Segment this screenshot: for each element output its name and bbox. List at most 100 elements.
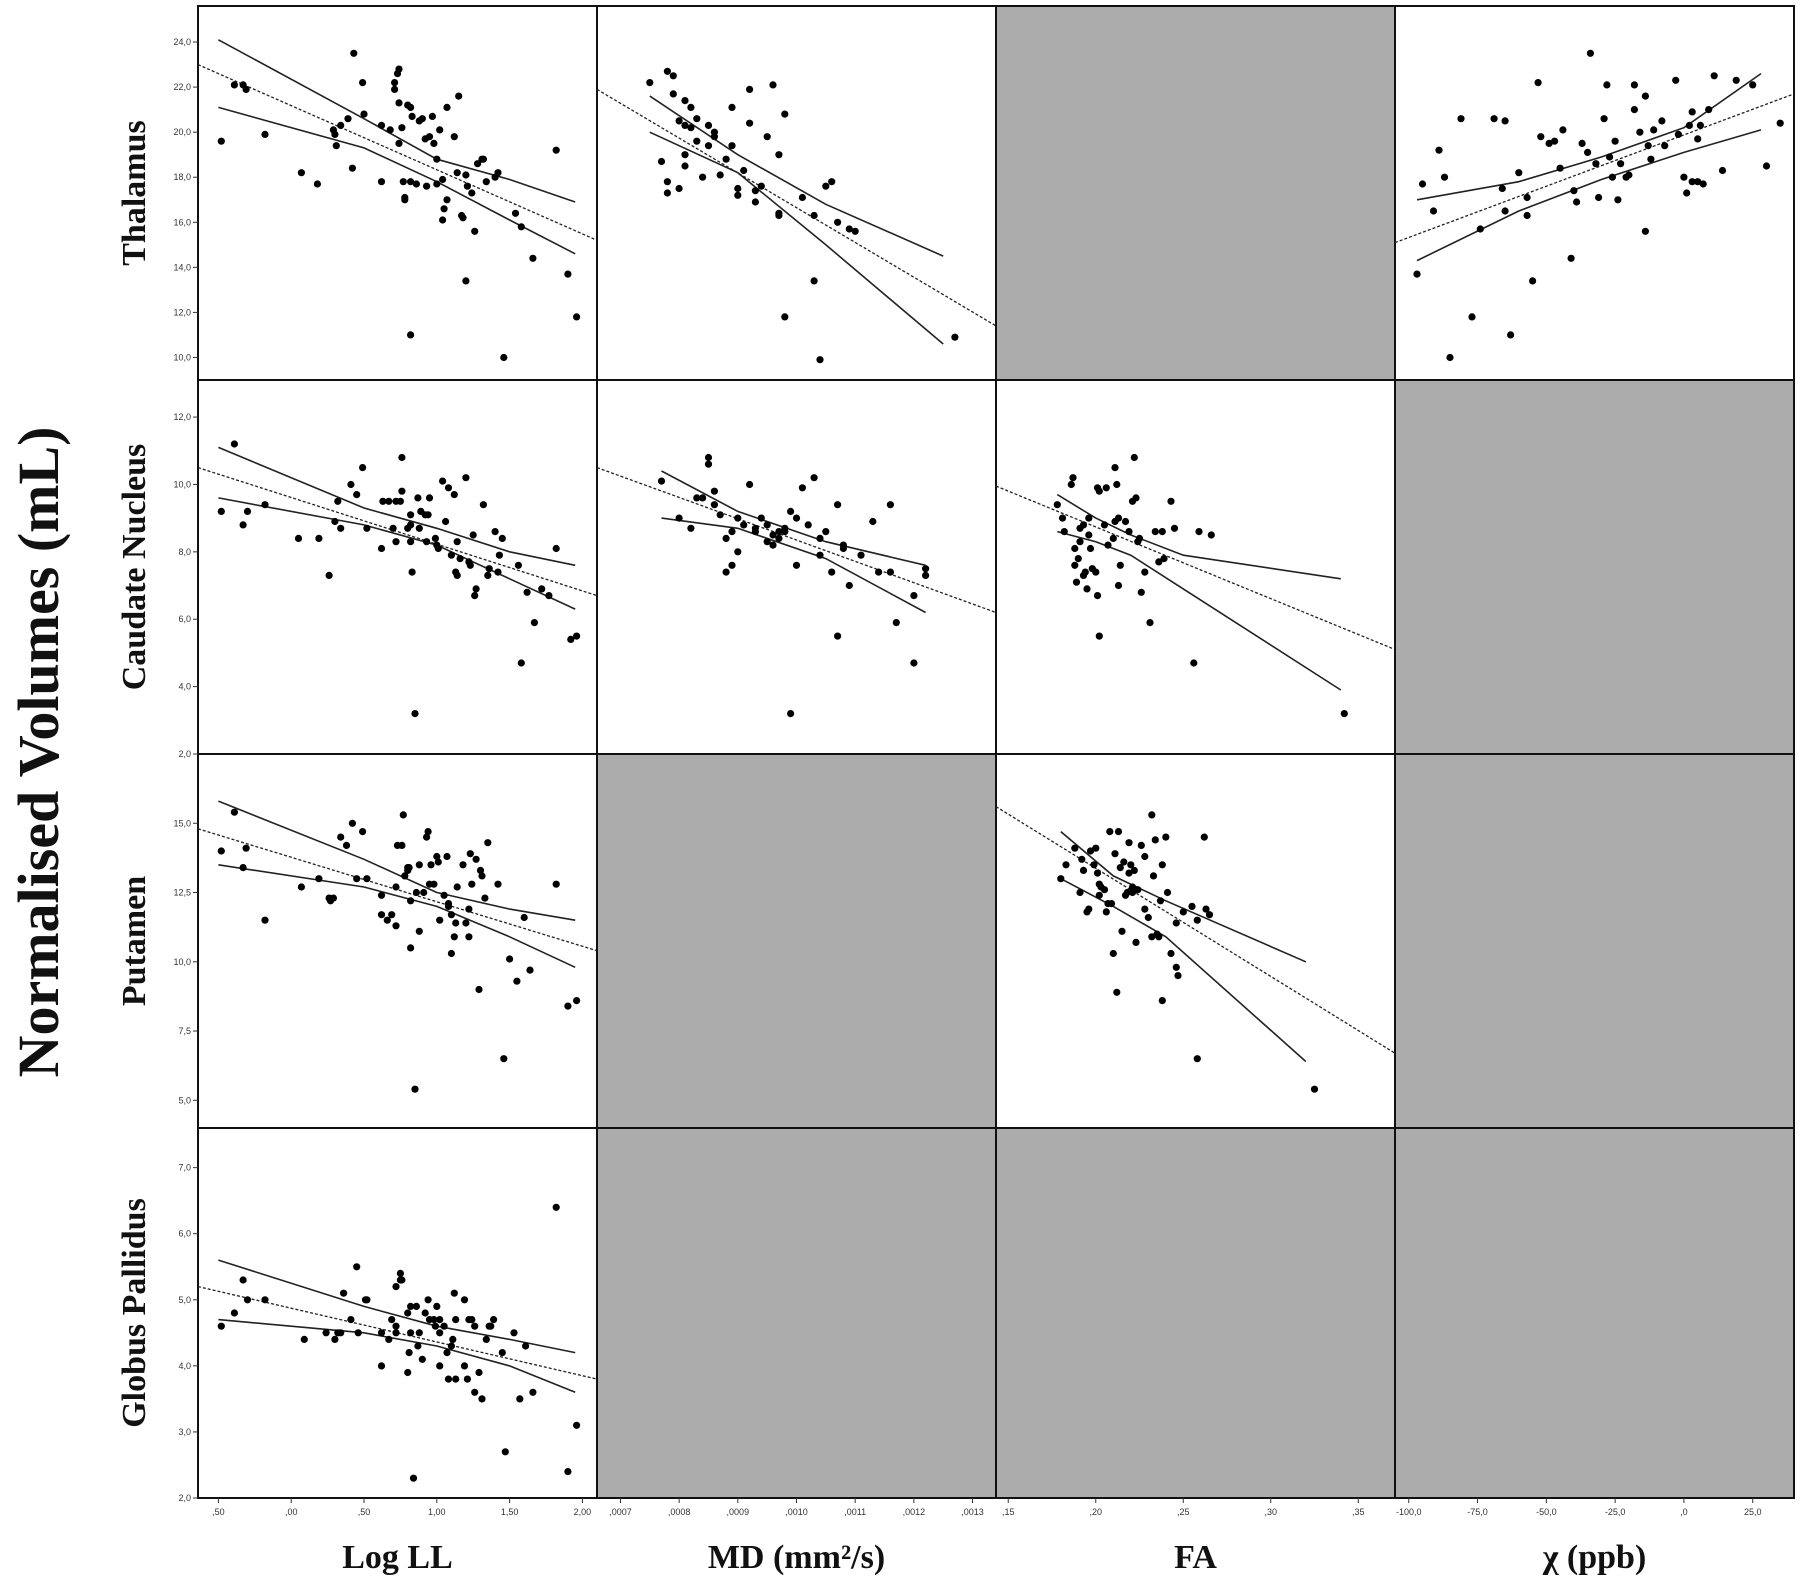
data-point <box>468 1316 476 1324</box>
panel-pallidus-chi <box>1394 1127 1795 1499</box>
data-point <box>468 880 476 888</box>
data-point <box>1141 905 1149 913</box>
panel-caudate-fa <box>995 379 1396 755</box>
data-point <box>769 541 777 549</box>
data-point <box>804 521 812 529</box>
data-point <box>243 1296 252 1304</box>
data-point <box>1515 169 1523 177</box>
data-point <box>787 710 795 718</box>
data-point <box>1114 514 1123 522</box>
data-point <box>1090 861 1098 869</box>
y-tick-label: 14,0 <box>173 262 191 272</box>
data-point <box>1606 153 1614 161</box>
data-point <box>500 353 508 362</box>
data-point <box>1102 484 1110 492</box>
data-point <box>1683 189 1691 197</box>
data-point <box>1688 178 1696 186</box>
data-point <box>1685 121 1693 129</box>
data-point <box>443 852 451 861</box>
data-point <box>1151 528 1159 536</box>
data-point <box>693 115 701 123</box>
data-point <box>1498 184 1506 193</box>
data-point <box>1699 180 1707 188</box>
data-point <box>816 534 824 543</box>
y-axis-main-label: Normalised Volumes (mL) <box>6 427 71 1078</box>
data-point <box>436 126 444 134</box>
data-point <box>455 92 463 100</box>
panel-background <box>995 379 1396 755</box>
data-point <box>407 897 415 905</box>
data-point <box>740 521 748 529</box>
data-point <box>423 833 431 841</box>
data-point <box>386 126 394 134</box>
data-point <box>414 1342 422 1350</box>
data-point <box>1085 514 1093 522</box>
data-point <box>463 1375 471 1383</box>
data-point <box>1537 133 1545 141</box>
data-point <box>646 79 654 87</box>
data-point <box>401 872 409 880</box>
y-tick-label: 20,0 <box>173 127 191 137</box>
x-tick-label: ,00 <box>285 1507 298 1517</box>
data-point <box>564 1002 572 1010</box>
data-point <box>439 477 447 485</box>
data-point <box>816 551 824 559</box>
y-tick-label: 2,0 <box>178 749 191 759</box>
data-point <box>462 171 470 179</box>
data-point <box>353 491 361 499</box>
data-point <box>348 819 356 827</box>
data-point <box>398 453 406 462</box>
data-point <box>781 110 789 118</box>
panel-putamen-logll <box>197 753 598 1129</box>
data-point <box>452 1375 460 1383</box>
data-point <box>359 79 367 87</box>
x-tick-label: ,0009 <box>727 1507 750 1517</box>
panel-background <box>197 379 598 755</box>
x-tick-label: ,25 <box>1177 1507 1190 1517</box>
data-point <box>1123 888 1131 897</box>
data-point <box>704 460 713 468</box>
data-point <box>423 182 431 190</box>
data-point <box>415 861 423 869</box>
x-tick-label: ,20 <box>1089 1507 1102 1517</box>
data-point <box>1630 81 1638 89</box>
data-point <box>261 130 269 138</box>
data-point <box>1128 888 1137 897</box>
data-point <box>479 501 487 509</box>
data-point <box>471 1388 479 1396</box>
data-point <box>331 1335 339 1343</box>
data-point <box>1658 117 1666 125</box>
data-point <box>1207 531 1215 539</box>
data-point <box>769 531 777 539</box>
data-point <box>710 487 719 495</box>
data-point <box>424 511 432 519</box>
data-point <box>377 178 386 186</box>
data-point <box>436 1329 444 1337</box>
data-point <box>471 1322 479 1330</box>
panel-background <box>197 753 598 1129</box>
data-point <box>1446 353 1454 362</box>
data-point <box>407 1302 415 1310</box>
panel-caudate-logll <box>197 379 598 755</box>
data-point <box>433 1302 441 1310</box>
data-point <box>239 521 247 529</box>
data-point <box>322 1329 330 1337</box>
data-point <box>230 81 238 89</box>
data-point <box>449 1335 457 1343</box>
data-point <box>315 534 323 543</box>
panel-thalamus-md <box>596 5 997 381</box>
panel-putamen-fa <box>995 753 1396 1129</box>
data-point <box>1125 869 1133 877</box>
data-point <box>325 571 333 580</box>
data-point <box>332 142 340 150</box>
data-point <box>294 534 303 543</box>
data-point <box>442 517 450 526</box>
y-tick-label: 12,0 <box>173 412 191 422</box>
data-point <box>440 891 448 899</box>
y-tick-label: 5,0 <box>178 1295 191 1305</box>
data-point <box>1116 864 1124 872</box>
data-point <box>704 142 713 150</box>
data-point <box>411 1085 419 1093</box>
data-point <box>1776 119 1784 127</box>
x-tick-label: -50,0 <box>1536 1507 1557 1517</box>
